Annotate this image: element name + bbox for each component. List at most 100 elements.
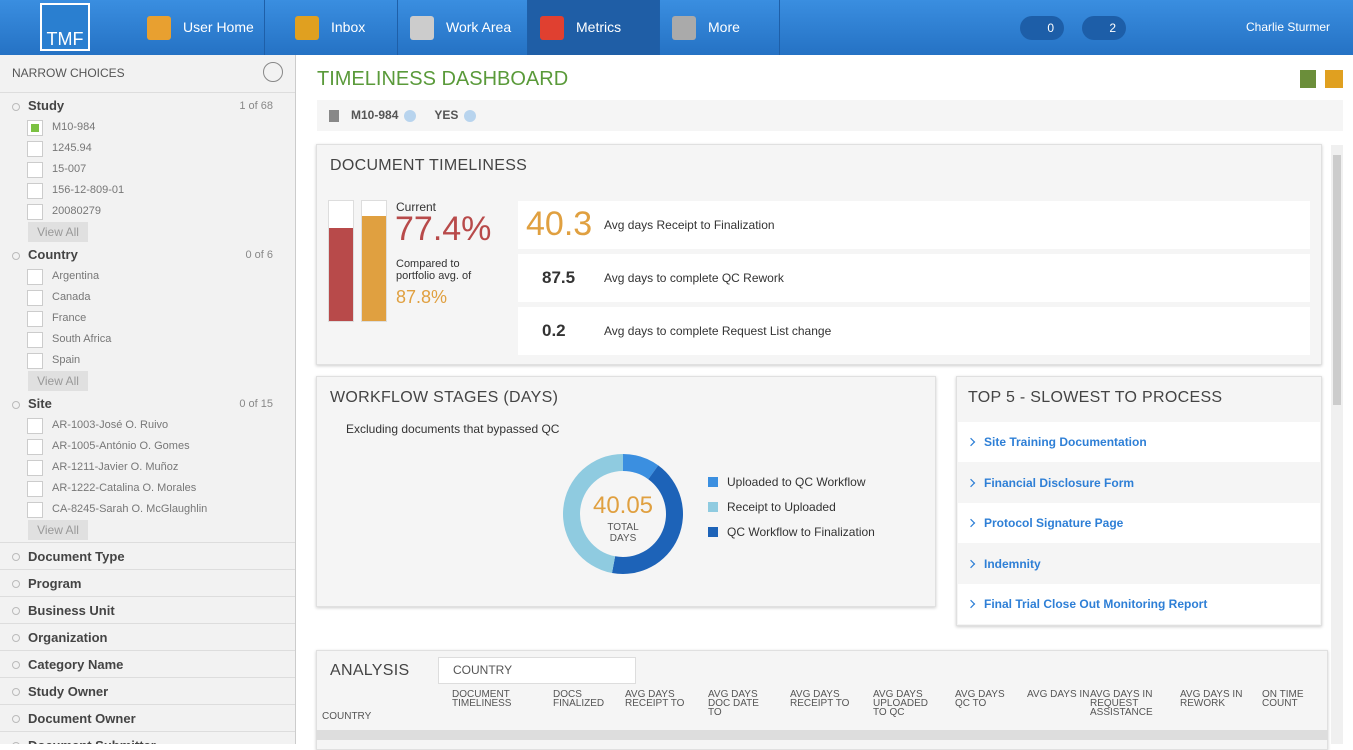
column-header[interactable]: AVG DAYS IN REQUEST ASSISTANCE	[1090, 689, 1153, 718]
view-all[interactable]: View All	[28, 520, 88, 540]
user-menu[interactable]: Charlie Sturmer	[1246, 20, 1331, 34]
remove-icon[interactable]	[404, 109, 417, 122]
nav-label: More	[708, 19, 740, 35]
column-header[interactable]: AVG DAYS IN REWORK	[1180, 689, 1243, 709]
column-header[interactable]: AVG DAYS UPLOADED TO QC	[873, 689, 929, 718]
sidebar-header: NARROW CHOICES	[0, 55, 295, 93]
panel-title[interactable]: WORKFLOW STAGES (DAYS)	[330, 389, 559, 406]
donut-segment	[623, 454, 659, 480]
panel-title[interactable]: DOCUMENT TIMELINESS	[330, 157, 528, 174]
help-icon[interactable]	[1325, 70, 1343, 88]
column-header[interactable]: DOCUMENT TIMELINESS	[452, 689, 512, 709]
filter-group[interactable]: Business Unit	[0, 596, 295, 623]
filter-chip[interactable]: YES	[434, 108, 459, 122]
metric-row: 87.5 Avg days to complete QC Rework	[518, 254, 1310, 302]
remove-icon[interactable]	[464, 109, 477, 122]
metric-value: 87.5	[542, 268, 576, 287]
filter-chip[interactable]: M10-984	[351, 108, 399, 122]
filter-group[interactable]: Program	[0, 569, 295, 596]
metric-label: Avg days Receipt to Finalization	[604, 218, 775, 232]
sidebar: NARROW CHOICES Study 1 of 68 M10-984 1245.9…	[0, 55, 296, 744]
badge[interactable]: 2	[1082, 16, 1126, 40]
chevron	[966, 437, 976, 447]
group-header[interactable]: Study 1 of 68	[0, 95, 295, 117]
filter-option[interactable]: France	[0, 308, 295, 329]
filter-group[interactable]: Document Owner	[0, 704, 295, 731]
filter-option[interactable]: AR-1211-Javier O. Muñoz	[0, 457, 295, 478]
column-header[interactable]: COUNTRY	[322, 711, 372, 722]
export-icon[interactable]	[1300, 70, 1316, 88]
filter-group[interactable]: Organization	[0, 623, 295, 650]
filter-group[interactable]: Document Type	[0, 542, 295, 569]
logo[interactable]: TMF	[40, 3, 90, 51]
dropdown[interactable]: COUNTRY	[438, 657, 636, 684]
group-name: Study	[28, 98, 65, 113]
list-item[interactable]: Financial Disclosure Form	[958, 462, 1320, 503]
scroll-thumb[interactable]	[1333, 155, 1341, 405]
chevron	[966, 478, 976, 487]
nav-item[interactable]: More	[660, 0, 780, 55]
trash-icon[interactable]	[329, 109, 339, 122]
filter-option[interactable]: Spain	[0, 350, 295, 371]
view-all[interactable]: View All	[28, 371, 88, 391]
column-header[interactable]: ON TIME COUNT	[1262, 689, 1304, 709]
scrollbar[interactable]	[1331, 145, 1343, 744]
group-header[interactable]: Country 0 of 6	[0, 244, 295, 266]
filter-group[interactable]: Category Name	[0, 650, 295, 677]
nav-icon	[540, 16, 564, 41]
group-name: Country	[28, 247, 78, 262]
h-scrollbar[interactable]	[316, 730, 1328, 740]
compared-label: Compared to portfolio avg. of	[396, 258, 472, 282]
nav-item[interactable]: User Home	[135, 0, 265, 55]
chevron	[966, 559, 976, 568]
filter-option[interactable]: AR-1222-Catalina O. Morales	[0, 478, 295, 499]
donut-segment	[612, 465, 683, 574]
badge[interactable]: 0	[1020, 16, 1064, 40]
panel-title[interactable]: ANALYSIS	[330, 662, 410, 679]
legend-label: Receipt to Uploaded	[727, 500, 836, 514]
nav-label: Work Area	[446, 19, 512, 35]
legend-swatch	[708, 502, 718, 512]
list-item[interactable]: Indemnity	[958, 543, 1320, 584]
item-label: Financial Disclosure Form	[984, 475, 1135, 490]
metric-label: Avg days to complete Request List change	[604, 324, 832, 338]
filter-option[interactable]: M10-984	[0, 117, 295, 138]
current-bar-frame	[328, 200, 354, 322]
portfolio-value: 87.8%	[396, 287, 448, 307]
group-count: 0 of 15	[239, 398, 273, 410]
dashboard-title: TIMELINESS DASHBOARD	[317, 68, 569, 90]
view-all[interactable]: View All	[28, 222, 88, 242]
column-header[interactable]: AVG DAYS DOC DATE TO	[708, 689, 759, 718]
filter-option[interactable]: CA-8245-Sarah O. McGlaughlin	[0, 499, 295, 520]
column-header[interactable]: AVG DAYS QC TO	[955, 689, 1005, 709]
nav-label: Inbox	[331, 19, 366, 35]
portfolio-bar	[362, 215, 386, 321]
group-name: Site	[28, 396, 52, 411]
filter-group[interactable]: Document Submitter	[0, 731, 295, 744]
column-header[interactable]: AVG DAYS RECEIPT TO	[625, 689, 685, 709]
filter-option[interactable]: South Africa	[0, 329, 295, 350]
nav-item[interactable]: Metrics	[528, 0, 660, 55]
filter-option[interactable]: 156-12-809-01	[0, 180, 295, 201]
column-header[interactable]: AVG DAYS RECEIPT TO	[790, 689, 850, 709]
chevron	[966, 518, 976, 528]
column-header[interactable]: AVG DAYS IN	[1027, 689, 1090, 700]
filter-option[interactable]: Argentina	[0, 266, 295, 287]
collapse-button[interactable]	[263, 62, 283, 82]
list-item[interactable]: Site Training Documentation	[958, 422, 1320, 462]
metric-value: 40.3	[526, 205, 593, 243]
nav-item[interactable]: Inbox	[283, 0, 398, 55]
filter-option[interactable]: AR-1005-António O. Gomes	[0, 436, 295, 457]
list-item[interactable]: Final Trial Close Out Monitoring Report	[958, 584, 1320, 624]
column-header[interactable]: DOCS FINALIZED	[553, 689, 605, 709]
filter-option[interactable]: Canada	[0, 287, 295, 308]
group-header[interactable]: Site 0 of 15	[0, 393, 295, 415]
filter-option[interactable]: 15-007	[0, 159, 295, 180]
panel-title[interactable]: TOP 5 - SLOWEST TO PROCESS	[968, 389, 1223, 406]
filter-option[interactable]: AR-1003-José O. Ruivo	[0, 415, 295, 436]
list-item[interactable]: Protocol Signature Page	[958, 503, 1320, 543]
filter-option[interactable]: 20080279	[0, 201, 295, 222]
nav-item[interactable]: Work Area	[398, 0, 528, 55]
filter-option[interactable]: 1245.94	[0, 138, 295, 159]
filter-group[interactable]: Study Owner	[0, 677, 295, 704]
